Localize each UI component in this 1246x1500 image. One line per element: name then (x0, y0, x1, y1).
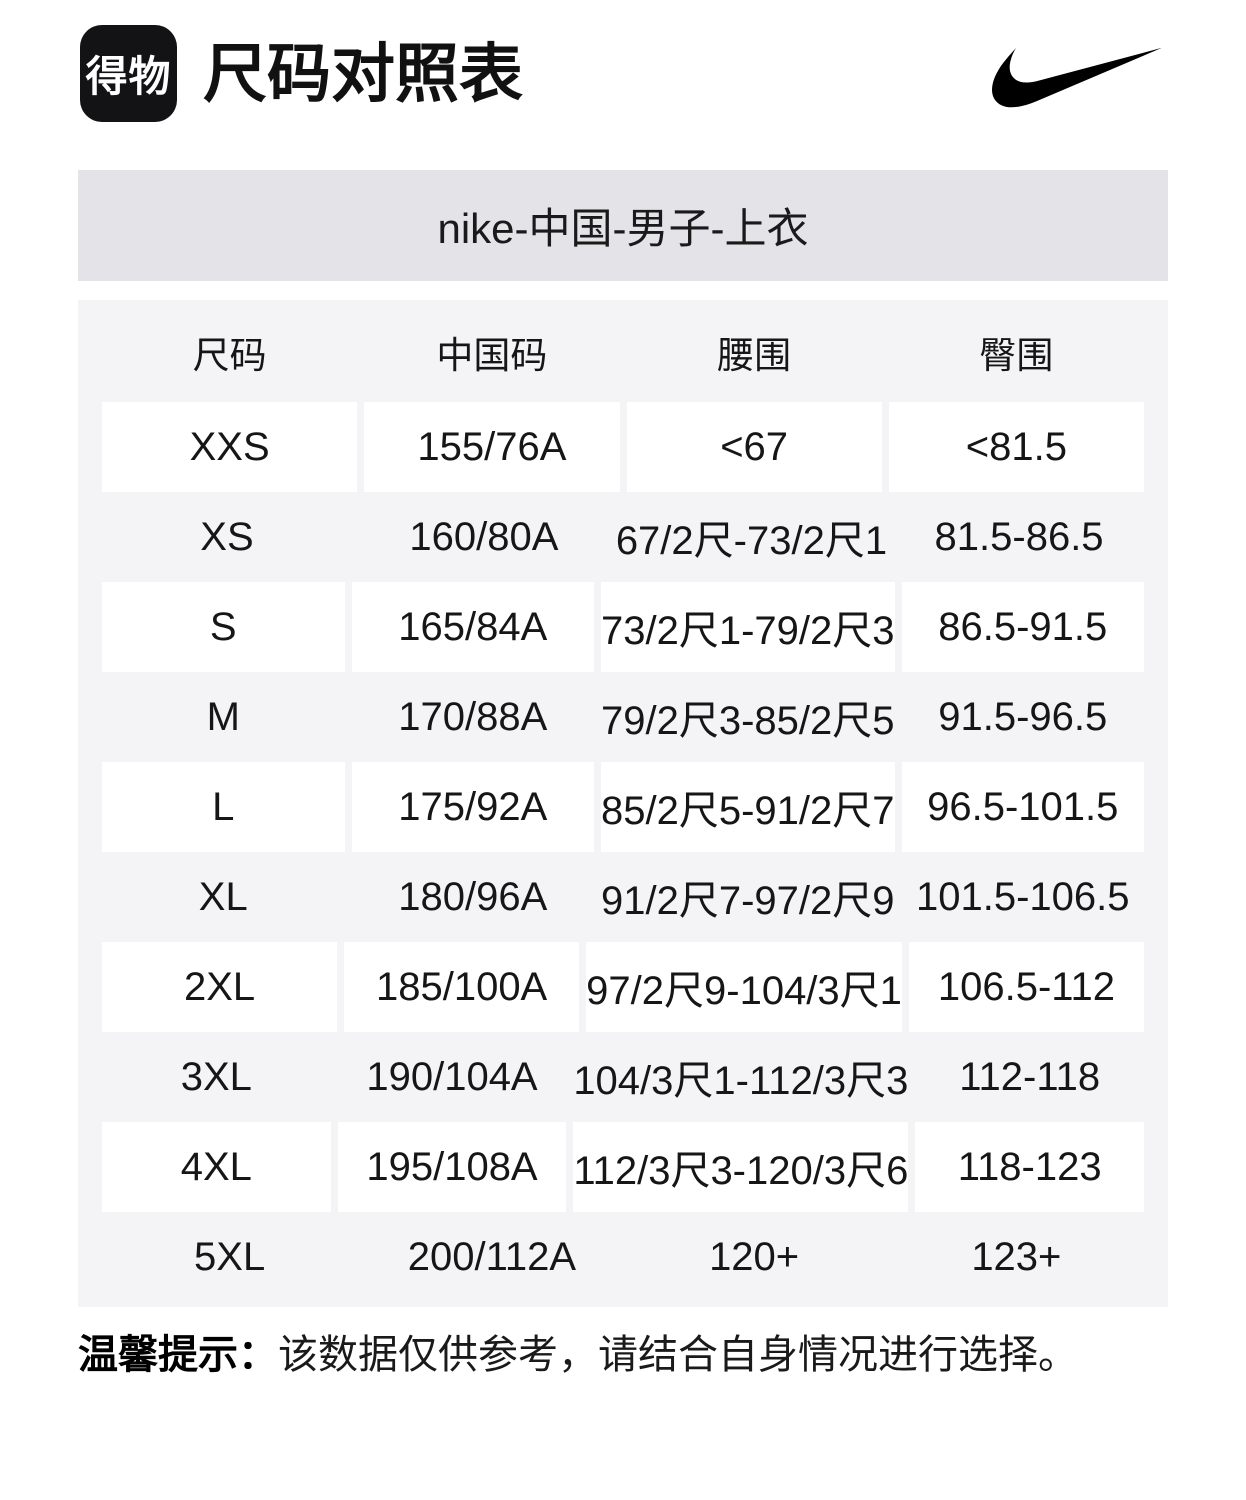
table-row: XXS 155/76A <67 <81.5 (102, 402, 1144, 492)
table-cell: 2XL (102, 942, 338, 1032)
banner-title: nike-中国-男子-上衣 (437, 205, 809, 252)
table-cell: 73/2尺1-79/2尺3 (601, 582, 895, 672)
table-cell: 67/2尺-73/2尺1 (615, 519, 888, 563)
table-row: 3XL 190/104A 104/3尺1-112/3尺3 112-118 (102, 1032, 1144, 1122)
table-cell: 118-123 (915, 1122, 1145, 1212)
column-header: 臀围 (979, 335, 1054, 376)
table-body: XXS 155/76A <67 <81.5 XS 160/80A 67/2尺-73/2尺1 8… (102, 402, 1145, 1302)
notice-label: 温馨提示： (78, 1333, 278, 1377)
table-cell: 112/3尺3-120/3尺6 (573, 1122, 909, 1212)
table-cell: XS (200, 514, 254, 559)
table-row: S 165/84A 73/2尺1-79/2尺3 86.5-91.5 (102, 582, 1145, 672)
dewu-logo: 得物 (80, 25, 177, 122)
table-cell: 85/2尺5-91/2尺7 (601, 762, 895, 852)
table-cell: 91/2尺7-97/2尺9 (601, 879, 895, 923)
table-header-row: 尺码 中国码 腰围 臀围 (102, 302, 1144, 402)
table-cell: M (206, 694, 240, 739)
table-cell: 91.5-96.5 (938, 694, 1108, 739)
table-row: 5XL 200/112A 120+ 123+ (102, 1212, 1144, 1302)
table-cell: 170/88A (398, 694, 548, 739)
page-header: 得物 尺码对照表 (0, 0, 1246, 122)
table-cell: 165/84A (351, 582, 594, 672)
table-cell: 86.5-91.5 (901, 582, 1145, 672)
page-title: 尺码对照表 (203, 37, 523, 110)
table-cell: 123+ (971, 1234, 1062, 1279)
table-cell: XL (198, 874, 248, 919)
table-cell: 104/3尺1-112/3尺3 (573, 1059, 909, 1103)
table-row: M 170/88A 79/2尺3-85/2尺5 91.5-96.5 (102, 672, 1144, 762)
table-cell: 190/104A (366, 1054, 538, 1099)
table-cell: 97/2尺9-104/3尺1 (586, 942, 902, 1032)
dewu-logo-text: 得物 (85, 53, 172, 100)
table-row: XL 180/96A 91/2尺7-97/2尺9 101.5-106.5 (102, 852, 1144, 942)
table-cell: 200/112A (407, 1234, 577, 1279)
table-cell: 160/80A (409, 514, 559, 559)
table-cell: <81.5 (888, 402, 1144, 492)
table-cell: 79/2尺3-85/2尺5 (601, 699, 895, 743)
column-header: 中国码 (436, 335, 548, 376)
table-cell: XXS (102, 402, 358, 492)
table-cell: 120+ (709, 1234, 800, 1279)
table-cell: 101.5-106.5 (916, 874, 1130, 919)
table-cell: 155/76A (364, 402, 620, 492)
table-cell: 185/100A (344, 942, 580, 1032)
table-cell: 112-118 (959, 1054, 1101, 1099)
table-cell: <67 (626, 402, 882, 492)
nike-swoosh-icon (992, 47, 1162, 107)
table-row: L 175/92A 85/2尺5-91/2尺7 96.5-101.5 (102, 762, 1145, 852)
size-table: 尺码 中国码 腰围 臀围 XXS 155/76A <67 <81.5 XS 160/80A 67/… (78, 300, 1168, 1307)
table-cell: 175/92A (351, 762, 594, 852)
chart-banner: nike-中国-男子-上衣 (78, 170, 1168, 281)
table-cell: 4XL (102, 1122, 331, 1212)
table-row: 2XL 185/100A 97/2尺9-104/3尺1 106.5-112 (102, 942, 1144, 1032)
table-cell: 180/96A (398, 874, 548, 919)
notice: 温馨提示：该数据仅供参考，请结合自身情况进行选择。 (78, 1329, 1168, 1381)
table-row: 4XL 195/108A 112/3尺3-120/3尺6 118-123 (102, 1122, 1145, 1212)
table-cell: S (102, 582, 345, 672)
table-cell: 5XL (194, 1234, 266, 1279)
table-cell: 3XL (180, 1054, 252, 1099)
table-cell: L (102, 762, 345, 852)
column-header: 尺码 (192, 335, 267, 376)
table-cell: 195/108A (337, 1122, 567, 1212)
table-cell: 96.5-101.5 (901, 762, 1145, 852)
column-header: 腰围 (717, 335, 792, 376)
table-cell: 106.5-112 (908, 942, 1144, 1032)
table-cell: 81.5-86.5 (934, 514, 1104, 559)
notice-text: 该数据仅供参考，请结合自身情况进行选择。 (278, 1333, 1078, 1377)
table-row: XS 160/80A 67/2尺-73/2尺1 81.5-86.5 (102, 492, 1144, 582)
